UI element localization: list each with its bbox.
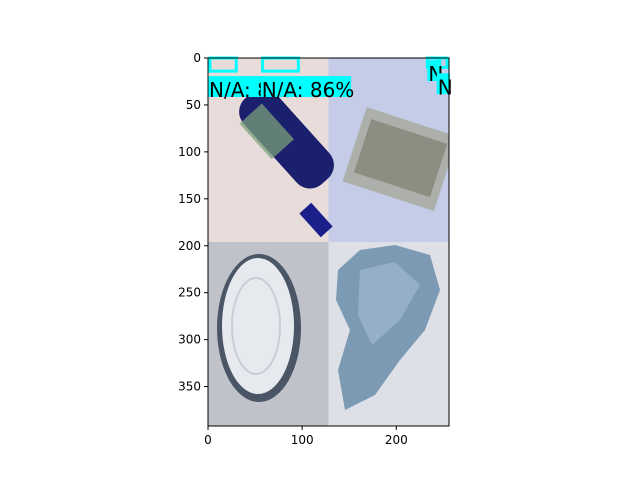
photo-details <box>217 88 449 410</box>
detection-label-text: N/A: 86% <box>262 78 355 102</box>
detection-labels: N/A: 85%N/A: 86%NN <box>208 60 453 102</box>
y-tick-label: 250 <box>178 286 201 300</box>
detection-label: N/A: 86% <box>260 76 355 102</box>
blue-bottle-drawing <box>239 88 334 238</box>
y-tick-label: 350 <box>178 380 201 394</box>
y-axis: 0 50 100 150 200 250 300 350 <box>178 51 208 394</box>
x-tick-label: 0 <box>204 433 212 447</box>
clear-can-drawing <box>342 107 449 211</box>
detection-label-bg <box>208 76 263 97</box>
x-tick-label: 100 <box>291 433 314 447</box>
y-tick-label: 0 <box>193 51 201 65</box>
detection-label: N <box>436 73 453 99</box>
y-tick-label: 50 <box>186 98 201 112</box>
axes-frame <box>207 57 450 427</box>
detection-label-bg <box>436 73 450 95</box>
y-tick-label: 100 <box>178 145 201 159</box>
crumpled-paper-drawing <box>336 245 440 410</box>
x-axis: 0 100 200 <box>204 426 408 447</box>
detection-label-text: N <box>438 75 453 99</box>
x-tick-label: 200 <box>385 433 408 447</box>
detection-label-bg <box>260 76 352 97</box>
y-tick-label: 150 <box>178 192 201 206</box>
y-tick-label: 200 <box>178 239 201 253</box>
y-tick-label: 300 <box>178 333 201 347</box>
plastic-lid-drawing <box>217 254 301 402</box>
